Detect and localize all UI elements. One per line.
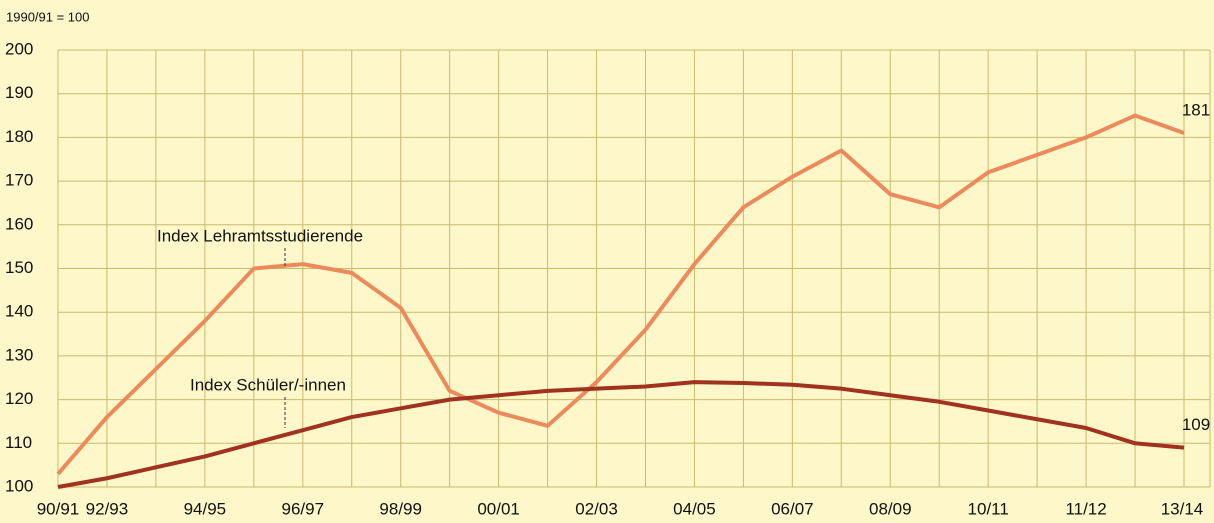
x-tick-label: 00/01 [477,499,520,518]
series-label: Index Lehramtsstudierende [157,226,363,245]
x-tick-label: 06/07 [771,499,814,518]
x-tick-label: 90/91 [37,499,80,518]
y-tick-label: 120 [5,389,33,408]
x-tick-label: 02/03 [575,499,618,518]
end-label: 109 [1182,415,1210,434]
y-axis-label: 1990/91 = 100 [6,9,90,24]
y-tick-label: 180 [5,127,33,146]
y-tick-label: 190 [5,83,33,102]
y-tick-label: 100 [5,476,33,495]
x-tick-label: 13/14 [1161,499,1204,518]
y-tick-label: 140 [5,302,33,321]
x-tick-label: 10/11 [968,499,1009,518]
y-tick-label: 110 [5,433,32,452]
series-line [57,380,1185,489]
y-tick-label: 160 [5,214,33,233]
y-tick-label: 130 [5,345,33,364]
x-tick-label: 96/97 [282,499,325,518]
x-tick-label: 04/05 [673,499,716,518]
series-line [56,113,1185,476]
series-label: Index Schüler/-innen [190,375,346,394]
x-tick-label: 11/12 [1065,499,1106,518]
y-tick-label: 170 [5,171,33,190]
x-tick-label: 08/09 [869,499,912,518]
y-tick-label: 200 [5,39,33,58]
x-tick-label: 92/93 [86,499,129,518]
end-label: 181 [1182,101,1210,120]
y-tick-label: 150 [5,258,33,277]
x-tick-label: 98/99 [379,499,422,518]
x-tick-label: 94/95 [184,499,227,518]
